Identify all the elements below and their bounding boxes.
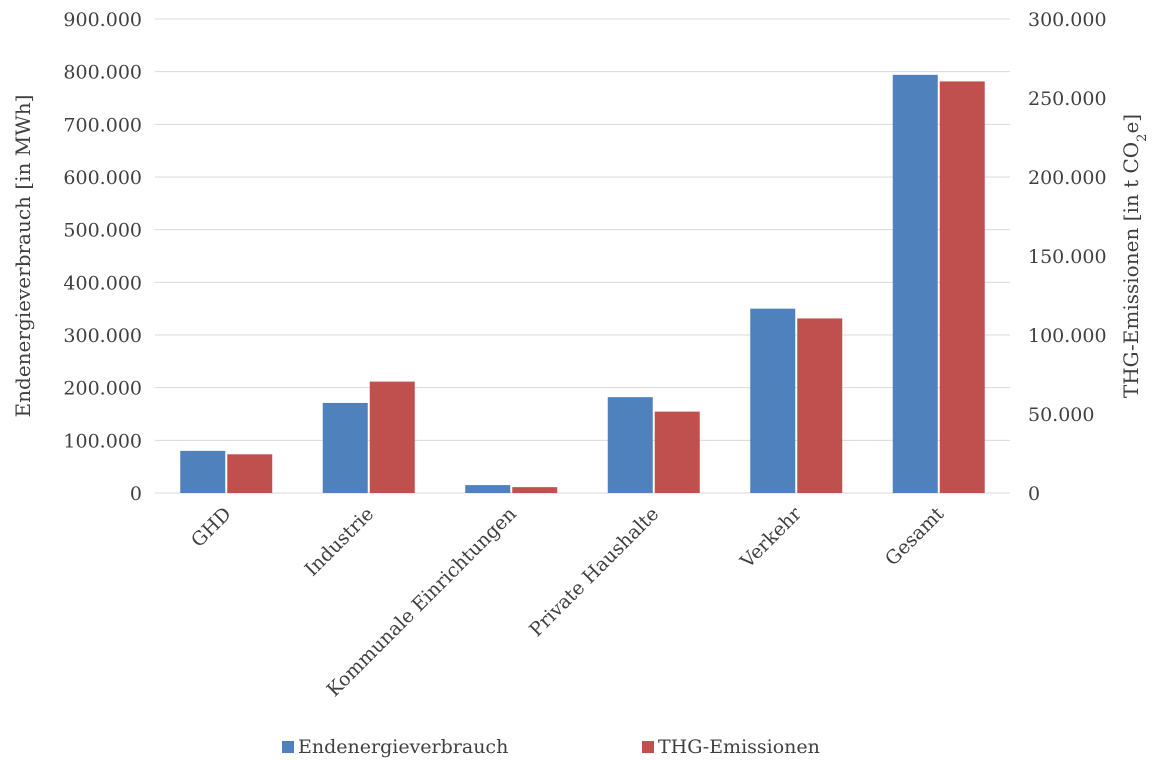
y-right-tick-label: 250.000 <box>1028 88 1107 110</box>
gridlines <box>155 18 1010 494</box>
bar-endenergieverbrauch <box>607 397 653 493</box>
bar-thg-emissionen <box>369 381 415 493</box>
y-left-tick-label: 200.000 <box>63 378 142 400</box>
y-left-tick-label: 600.000 <box>63 167 142 189</box>
y-right-tick-label: 200.000 <box>1028 167 1107 189</box>
y-left-tick-label: 500.000 <box>63 220 142 242</box>
bar-endenergieverbrauch <box>180 450 226 493</box>
bar-endenergieverbrauch <box>322 402 368 493</box>
bar-thg-emissionen <box>797 318 843 493</box>
bar-thg-emissionen <box>939 81 985 493</box>
right-axis-ticks: 0 50.000 100.000 150.000 200.000 250.000 300.0… <box>1028 9 1107 505</box>
y-right-tick-label: 0 <box>1028 483 1040 505</box>
y-left-tick-label: 400.000 <box>63 272 142 294</box>
bar-thg-emissionen <box>512 487 558 493</box>
legend-swatch-endenergieverbrauch <box>282 741 294 753</box>
x-category-label: GHD <box>187 503 236 552</box>
y-left-tick-label: 100.000 <box>63 430 142 452</box>
x-category-label: Private Haushalte <box>525 503 663 641</box>
bar-endenergieverbrauch <box>750 308 796 493</box>
y-axis-right-title: THG-Emissionen [in t CO2e] <box>1119 114 1150 398</box>
legend-label-thg-emissionen: THG-Emissionen <box>658 736 820 758</box>
y-axis-right-title-main: THG-Emissionen [in t CO <box>1119 142 1143 398</box>
bars <box>180 74 985 494</box>
legend-label-endenergieverbrauch: Endenergieverbrauch <box>298 736 508 758</box>
y-axis-right-title-sub: 2 <box>1135 134 1150 142</box>
bar-endenergieverbrauch <box>892 74 938 494</box>
bar-thg-emissionen <box>654 411 700 493</box>
y-right-tick-label: 300.000 <box>1028 9 1107 31</box>
y-left-tick-label: 0 <box>130 483 142 505</box>
y-right-tick-label: 150.000 <box>1028 246 1107 268</box>
legend-swatch-thg-emissionen <box>642 741 654 753</box>
y-left-tick-label: 700.000 <box>63 114 142 136</box>
y-right-tick-label: 50.000 <box>1028 404 1094 426</box>
y-left-tick-label: 300.000 <box>63 325 142 347</box>
left-axis-ticks: 0 100.000 200.000 300.000 400.000 500.000 600.… <box>63 9 142 505</box>
y-axis-left-title: Endenergieverbrauch [in MWh] <box>11 95 35 418</box>
y-left-tick-label: 800.000 <box>63 62 142 84</box>
y-right-tick-label: 100.000 <box>1028 325 1107 347</box>
x-category-label: Industrie <box>301 503 379 581</box>
y-axis-right-title-tail: e] <box>1119 114 1143 134</box>
bar-thg-emissionen <box>227 454 273 493</box>
y-left-tick-label: 900.000 <box>63 9 142 31</box>
x-category-label: Verkehr <box>736 502 807 573</box>
legend: Endenergieverbrauch THG-Emissionen <box>282 736 820 758</box>
bar-endenergieverbrauch <box>465 485 511 493</box>
x-category-label: Gesamt <box>881 503 949 571</box>
